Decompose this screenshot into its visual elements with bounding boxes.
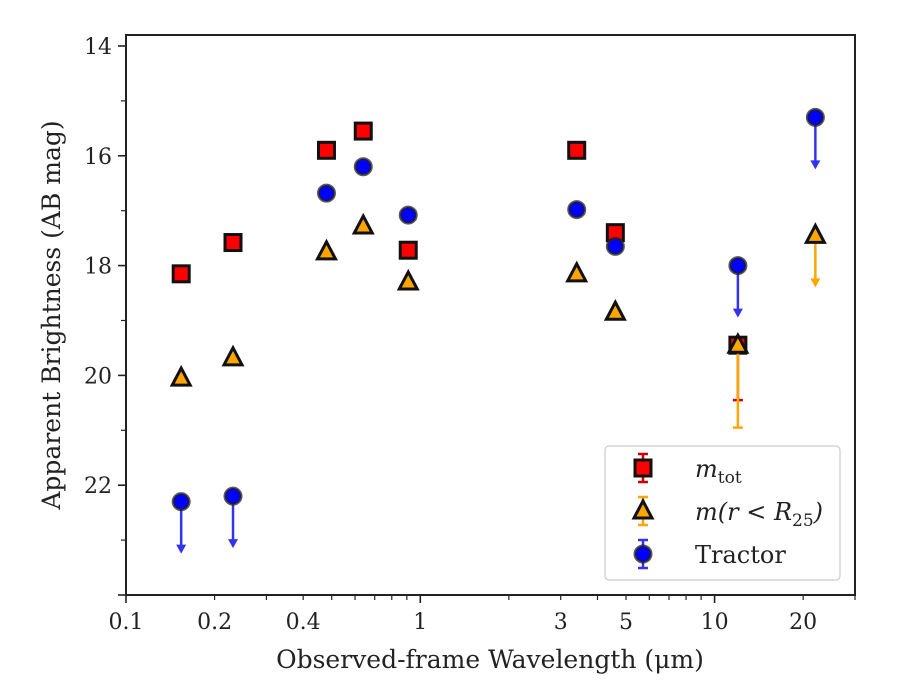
data-point xyxy=(223,486,243,506)
data-point xyxy=(171,264,191,284)
data-point xyxy=(805,107,825,127)
x-tick-label: 3 xyxy=(554,610,568,635)
x-tick-label: 1 xyxy=(413,610,427,635)
series-1 xyxy=(169,212,827,429)
y-tick-label: 14 xyxy=(84,35,112,60)
y-tick-label: 16 xyxy=(84,145,112,170)
data-point xyxy=(567,140,587,160)
chart-marks xyxy=(169,107,827,554)
data-point xyxy=(396,268,420,291)
data-point xyxy=(316,140,336,160)
y-tick-label: 22 xyxy=(84,474,112,499)
upper-limit-arrowhead xyxy=(810,278,821,288)
legend-label-main: Tractor xyxy=(695,541,786,569)
y-tick-label: 18 xyxy=(84,255,112,280)
data-point xyxy=(398,240,418,260)
x-tick-label: 20 xyxy=(789,610,817,635)
chart-axes: 0.1 0.2 0.4 1 3 5 10 20 14 16 18 20 22 xyxy=(84,34,856,635)
data-point xyxy=(351,212,375,235)
legend-label: mtot xyxy=(695,455,742,488)
data-point xyxy=(603,299,627,321)
legend-marker xyxy=(633,458,653,478)
plot-frame xyxy=(125,34,856,596)
legend-marker xyxy=(633,544,653,564)
data-point xyxy=(314,238,338,261)
data-point xyxy=(567,200,587,220)
data-point xyxy=(171,492,191,512)
data-point xyxy=(728,256,748,276)
y-tick-label: 20 xyxy=(84,364,112,389)
x-axis-label: Observed-frame Wavelength (μm) xyxy=(276,645,704,674)
data-point xyxy=(316,183,336,203)
data-point xyxy=(223,233,243,253)
legend-label-tail: ) xyxy=(813,498,823,526)
chart-legend: mtot m(r < R25) Tractor xyxy=(604,445,841,581)
legend-label-main: m(r < R xyxy=(695,498,792,526)
data-point xyxy=(169,364,193,387)
data-point xyxy=(605,236,625,256)
upper-limit-arrowhead xyxy=(810,160,821,170)
x-tick-label: 10 xyxy=(701,610,729,635)
legend-box xyxy=(604,445,841,581)
x-tick-label: 0.4 xyxy=(286,610,321,635)
y-axis-label: Apparent Brightness (AB mag) xyxy=(37,120,66,510)
data-point xyxy=(565,260,589,283)
data-point xyxy=(803,222,827,244)
legend-label: m(r < R25) xyxy=(695,498,823,531)
data-point xyxy=(353,157,373,177)
series-0 xyxy=(171,121,748,402)
legend-label-subscript: tot xyxy=(718,468,742,488)
legend-label-subscript: 25 xyxy=(792,511,814,531)
upper-limit-arrowhead xyxy=(228,539,239,549)
upper-limit-arrowhead xyxy=(176,544,187,554)
x-tick-label: 0.2 xyxy=(197,610,232,635)
data-point xyxy=(353,121,373,141)
legend-label: Tractor xyxy=(695,541,786,569)
upper-limit-arrowhead xyxy=(732,308,743,318)
series-2 xyxy=(171,107,825,554)
data-point xyxy=(726,331,750,354)
x-tick-label: 5 xyxy=(619,610,633,635)
x-tick-label: 0.1 xyxy=(109,610,144,635)
data-point xyxy=(221,344,245,367)
legend-label-main: m xyxy=(695,455,718,483)
legend-marker xyxy=(631,497,655,520)
data-point xyxy=(398,205,418,225)
